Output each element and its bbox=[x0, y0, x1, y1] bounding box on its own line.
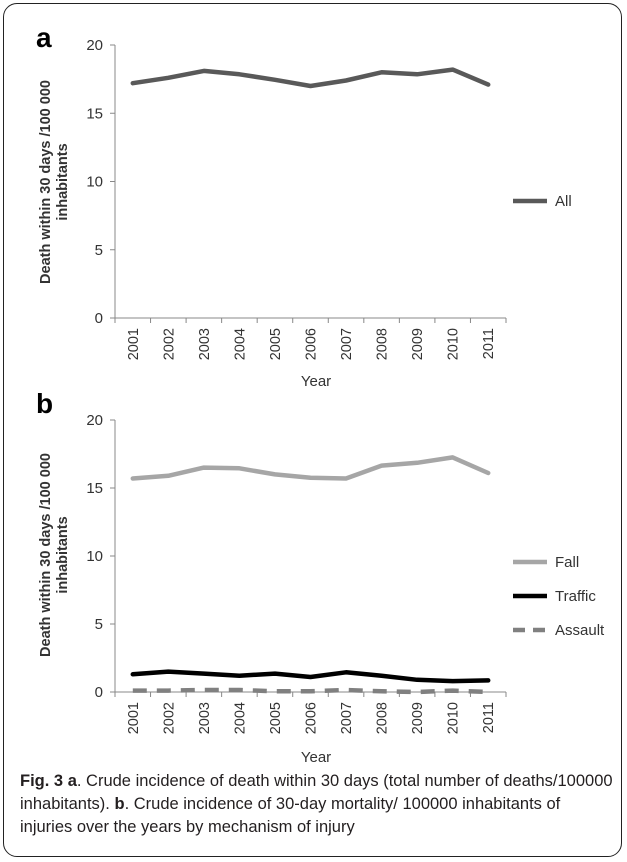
y-axis-title-a-line1: Death within 30 days /100 000 bbox=[38, 80, 54, 284]
x-tick-label: 2006 bbox=[304, 328, 320, 360]
chart-panel-a: a 0 5 10 15 20 2001 2002 2003 2004 2005 2006 2007 20… bbox=[36, 22, 572, 390]
y-axis-title-a-line2: inhabitants bbox=[55, 143, 71, 220]
x-axis-title-a: Year bbox=[301, 373, 331, 390]
x-tick-label: 2009 bbox=[410, 328, 426, 360]
series-line-all bbox=[130, 67, 491, 89]
caption-fig-label: Fig. 3 bbox=[20, 772, 64, 790]
y-tick-label: 5 bbox=[95, 616, 103, 633]
x-tick-label: 2001 bbox=[126, 702, 142, 734]
y-tick-label: 20 bbox=[86, 37, 103, 54]
x-tick-label: 2010 bbox=[446, 702, 462, 734]
caption-part-b-text: . Crude incidence of 30-day mortality/ 1… bbox=[20, 795, 561, 836]
figure-frame bbox=[3, 3, 622, 857]
x-tick-label: 2011 bbox=[481, 702, 497, 733]
legend-label-all: All bbox=[555, 193, 572, 210]
x-tick-label: 2007 bbox=[339, 328, 355, 360]
y-tick-label: 20 bbox=[86, 412, 103, 429]
y-tick-label: 10 bbox=[86, 548, 103, 565]
panel-b-marks: 0 5 10 15 20 2001 2002 2003 2004 2005 2006 2007 2008… bbox=[86, 412, 605, 734]
x-tick-label: 2006 bbox=[304, 702, 320, 734]
panel-a-marks: 0 5 10 15 20 2001 2002 2003 2004 2005 2006 2007 2008… bbox=[86, 37, 571, 360]
x-tick-label: 2004 bbox=[232, 702, 248, 734]
y-tick-label: 0 bbox=[95, 684, 103, 701]
x-tick-label: 2008 bbox=[375, 702, 391, 734]
x-tick-label: 2002 bbox=[161, 702, 177, 734]
x-tick-label: 2004 bbox=[232, 328, 248, 360]
x-tick-label: 2010 bbox=[446, 328, 462, 360]
panel-label-a: a bbox=[36, 22, 52, 53]
x-tick-label: 2011 bbox=[481, 328, 497, 359]
y-axis-title-b-line2: inhabitants bbox=[55, 516, 71, 593]
x-tick-label: 2003 bbox=[197, 328, 213, 360]
x-tick-label: 2002 bbox=[161, 328, 177, 360]
panel-label-b: b bbox=[36, 388, 53, 419]
chart-panel-b: b 0 5 10 15 20 2001 2002 2003 2004 2005 2006 2007 20… bbox=[36, 388, 605, 766]
legend-label-fall: Fall bbox=[555, 554, 579, 571]
x-axis-title-b: Year bbox=[301, 749, 331, 766]
y-tick-label: 5 bbox=[95, 242, 103, 259]
caption-part-a-label: a bbox=[67, 772, 77, 790]
y-tick-label: 15 bbox=[86, 480, 103, 497]
legend-label-assault: Assault bbox=[555, 622, 605, 639]
y-axis-title-b-line1: Death within 30 days /100 000 bbox=[38, 453, 54, 657]
y-tick-label: 10 bbox=[86, 174, 103, 191]
series-line-traffic bbox=[130, 669, 491, 684]
x-tick-label: 2001 bbox=[126, 328, 142, 360]
y-tick-label: 15 bbox=[86, 105, 103, 122]
x-tick-label: 2008 bbox=[375, 328, 391, 360]
caption-part-a-text: . Crude incidence of death within 30 day… bbox=[20, 772, 613, 813]
series-line-fall bbox=[130, 455, 491, 481]
x-tick-label: 2007 bbox=[339, 702, 355, 734]
y-tick-label: 0 bbox=[95, 310, 103, 327]
legend-label-traffic: Traffic bbox=[555, 588, 596, 605]
x-tick-label: 2005 bbox=[268, 328, 284, 360]
series-line-assault bbox=[132, 687, 489, 695]
figure-caption: Fig. 3 a. Crude incidence of death withi… bbox=[20, 770, 616, 839]
caption-part-b-label: b bbox=[114, 795, 125, 813]
x-tick-label: 2005 bbox=[268, 702, 284, 734]
x-tick-label: 2009 bbox=[410, 702, 426, 734]
x-tick-label: 2003 bbox=[197, 702, 213, 734]
